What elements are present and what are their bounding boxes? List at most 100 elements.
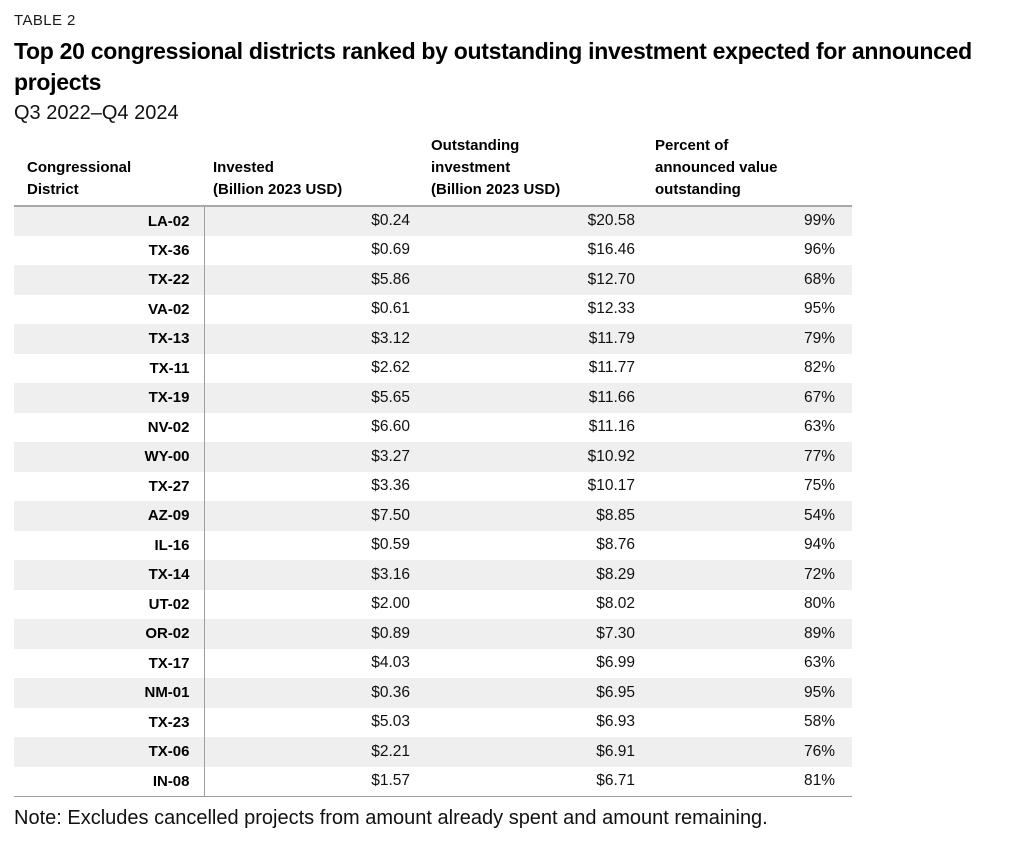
cell-invested: $2.21 xyxy=(371,742,410,760)
cell-outstanding: $6.95 xyxy=(596,683,635,701)
cell-outstanding: $10.17 xyxy=(587,477,635,495)
cell-invested: $0.36 xyxy=(371,683,410,701)
cell-outstanding: $8.02 xyxy=(596,595,635,613)
cell-outstanding: $6.71 xyxy=(596,772,635,789)
date-range-subtitle: Q3 2022–Q4 2024 xyxy=(14,102,179,124)
cell-invested: $3.16 xyxy=(371,565,410,583)
cell-district: NV-02 xyxy=(14,412,205,442)
cell-outstanding: $7.30 xyxy=(596,624,635,642)
cell-percent: 81% xyxy=(803,772,835,789)
cell-outstanding: $11.66 xyxy=(588,388,635,406)
cell-percent: 80% xyxy=(803,595,835,613)
cell-invested: $0.24 xyxy=(371,212,410,230)
column-header-percent: Percent of announced value outstanding xyxy=(640,135,852,207)
cell-outstanding: $12.33 xyxy=(587,300,635,318)
cell-district: IL-16 xyxy=(14,530,205,560)
cell-district: AZ-09 xyxy=(14,501,205,531)
cell-percent: 89% xyxy=(803,624,835,642)
table-row: WY-00 $3.27 $10.92 77% xyxy=(14,442,852,472)
page-title: Top 20 congressional districts ranked by… xyxy=(14,38,972,95)
cell-invested: $3.27 xyxy=(371,447,410,465)
table-row: TX-22 $5.86 $12.70 68% xyxy=(14,265,852,295)
cell-percent: 54% xyxy=(803,506,835,524)
cell-outstanding: $12.70 xyxy=(587,270,635,288)
cell-invested: $0.89 xyxy=(371,624,410,642)
cell-district: TX-17 xyxy=(14,648,205,678)
cell-outstanding: $11.79 xyxy=(588,329,635,347)
cell-percent: 94% xyxy=(803,536,835,554)
cell-percent: 76% xyxy=(803,742,835,760)
cell-invested: $5.65 xyxy=(371,388,410,406)
table-row: UT-02 $2.00 $8.02 80% xyxy=(14,589,852,619)
table-row: OR-02 $0.89 $7.30 89% xyxy=(14,619,852,649)
cell-district: TX-11 xyxy=(14,353,205,383)
cell-percent: 82% xyxy=(803,359,835,377)
cell-district: TX-13 xyxy=(14,324,205,354)
cell-outstanding: $6.99 xyxy=(596,654,635,672)
cell-outstanding: $6.91 xyxy=(596,742,635,760)
table-row: IN-08 $1.57 $6.71 81% xyxy=(14,766,852,796)
cell-district: TX-36 xyxy=(14,235,205,265)
cell-invested: $2.62 xyxy=(371,359,410,377)
cell-invested: $0.69 xyxy=(371,241,410,259)
table-row: NM-01 $0.36 $6.95 95% xyxy=(14,678,852,708)
cell-percent: 95% xyxy=(803,300,835,318)
cell-percent: 77% xyxy=(803,447,835,465)
table-row: TX-13 $3.12 $11.79 79% xyxy=(14,324,852,354)
table-row: TX-17 $4.03 $6.99 63% xyxy=(14,648,852,678)
cell-invested: $3.12 xyxy=(371,329,410,347)
column-header-outstanding: Outstanding investment (Billion 2023 USD… xyxy=(415,135,640,207)
cell-outstanding: $10.92 xyxy=(587,447,635,465)
cell-district: TX-06 xyxy=(14,737,205,767)
cell-percent: 58% xyxy=(803,713,835,731)
table-row: TX-06 $2.21 $6.91 76% xyxy=(14,737,852,767)
table-number-label: TABLE 2 xyxy=(14,12,76,29)
cell-invested: $4.03 xyxy=(371,654,410,672)
cell-invested: $5.03 xyxy=(371,713,410,731)
cell-district: TX-27 xyxy=(14,471,205,501)
cell-outstanding: $8.85 xyxy=(596,506,635,524)
cell-invested: $3.36 xyxy=(371,477,410,495)
cell-district: WY-00 xyxy=(14,442,205,472)
cell-percent: 72% xyxy=(803,565,835,583)
cell-percent: 63% xyxy=(803,418,835,436)
table-body: LA-02 $0.24 $20.58 99% TX-36 $0.69 $16.4… xyxy=(14,206,852,796)
table-row: LA-02 $0.24 $20.58 99% xyxy=(14,206,852,236)
districts-investment-table: Congressional District Invested (Billion… xyxy=(14,135,852,797)
cell-invested: $2.00 xyxy=(371,595,410,613)
cell-invested: $5.86 xyxy=(371,270,410,288)
cell-outstanding: $20.58 xyxy=(587,212,635,230)
page: TABLE 2 Top 20 congressional districts r… xyxy=(14,12,972,829)
cell-invested: $1.57 xyxy=(371,772,410,789)
table-row: TX-14 $3.16 $8.29 72% xyxy=(14,560,852,590)
cell-outstanding: $8.29 xyxy=(596,565,635,583)
table-header: Congressional District Invested (Billion… xyxy=(14,135,852,207)
column-header-district: Congressional District xyxy=(14,135,204,207)
cell-percent: 79% xyxy=(803,329,835,347)
cell-district: UT-02 xyxy=(14,589,205,619)
cell-invested: $7.50 xyxy=(371,506,410,524)
table-row: TX-19 $5.65 $11.66 67% xyxy=(14,383,852,413)
cell-district: TX-19 xyxy=(14,383,205,413)
column-header-invested: Invested (Billion 2023 USD) xyxy=(204,135,415,207)
cell-district: IN-08 xyxy=(14,766,205,796)
cell-outstanding: $16.46 xyxy=(587,241,635,259)
cell-district: VA-02 xyxy=(14,294,205,324)
table-row: TX-36 $0.69 $16.46 96% xyxy=(14,235,852,265)
cell-invested: $0.61 xyxy=(371,300,410,318)
table-row: TX-11 $2.62 $11.77 82% xyxy=(14,353,852,383)
cell-outstanding: $11.16 xyxy=(588,418,635,436)
header-row: Congressional District Invested (Billion… xyxy=(14,135,852,207)
cell-district: TX-23 xyxy=(14,707,205,737)
cell-outstanding: $11.77 xyxy=(588,359,635,377)
table-row: VA-02 $0.61 $12.33 95% xyxy=(14,294,852,324)
cell-district: TX-22 xyxy=(14,265,205,295)
cell-district: NM-01 xyxy=(14,678,205,708)
cell-invested: $0.59 xyxy=(371,536,410,554)
cell-percent: 63% xyxy=(803,654,835,672)
cell-percent: 99% xyxy=(803,212,835,230)
cell-district: TX-14 xyxy=(14,560,205,590)
cell-percent: 68% xyxy=(803,270,835,288)
table-footnote: Note: Excludes cancelled projects from a… xyxy=(14,806,768,829)
cell-percent: 96% xyxy=(803,241,835,259)
